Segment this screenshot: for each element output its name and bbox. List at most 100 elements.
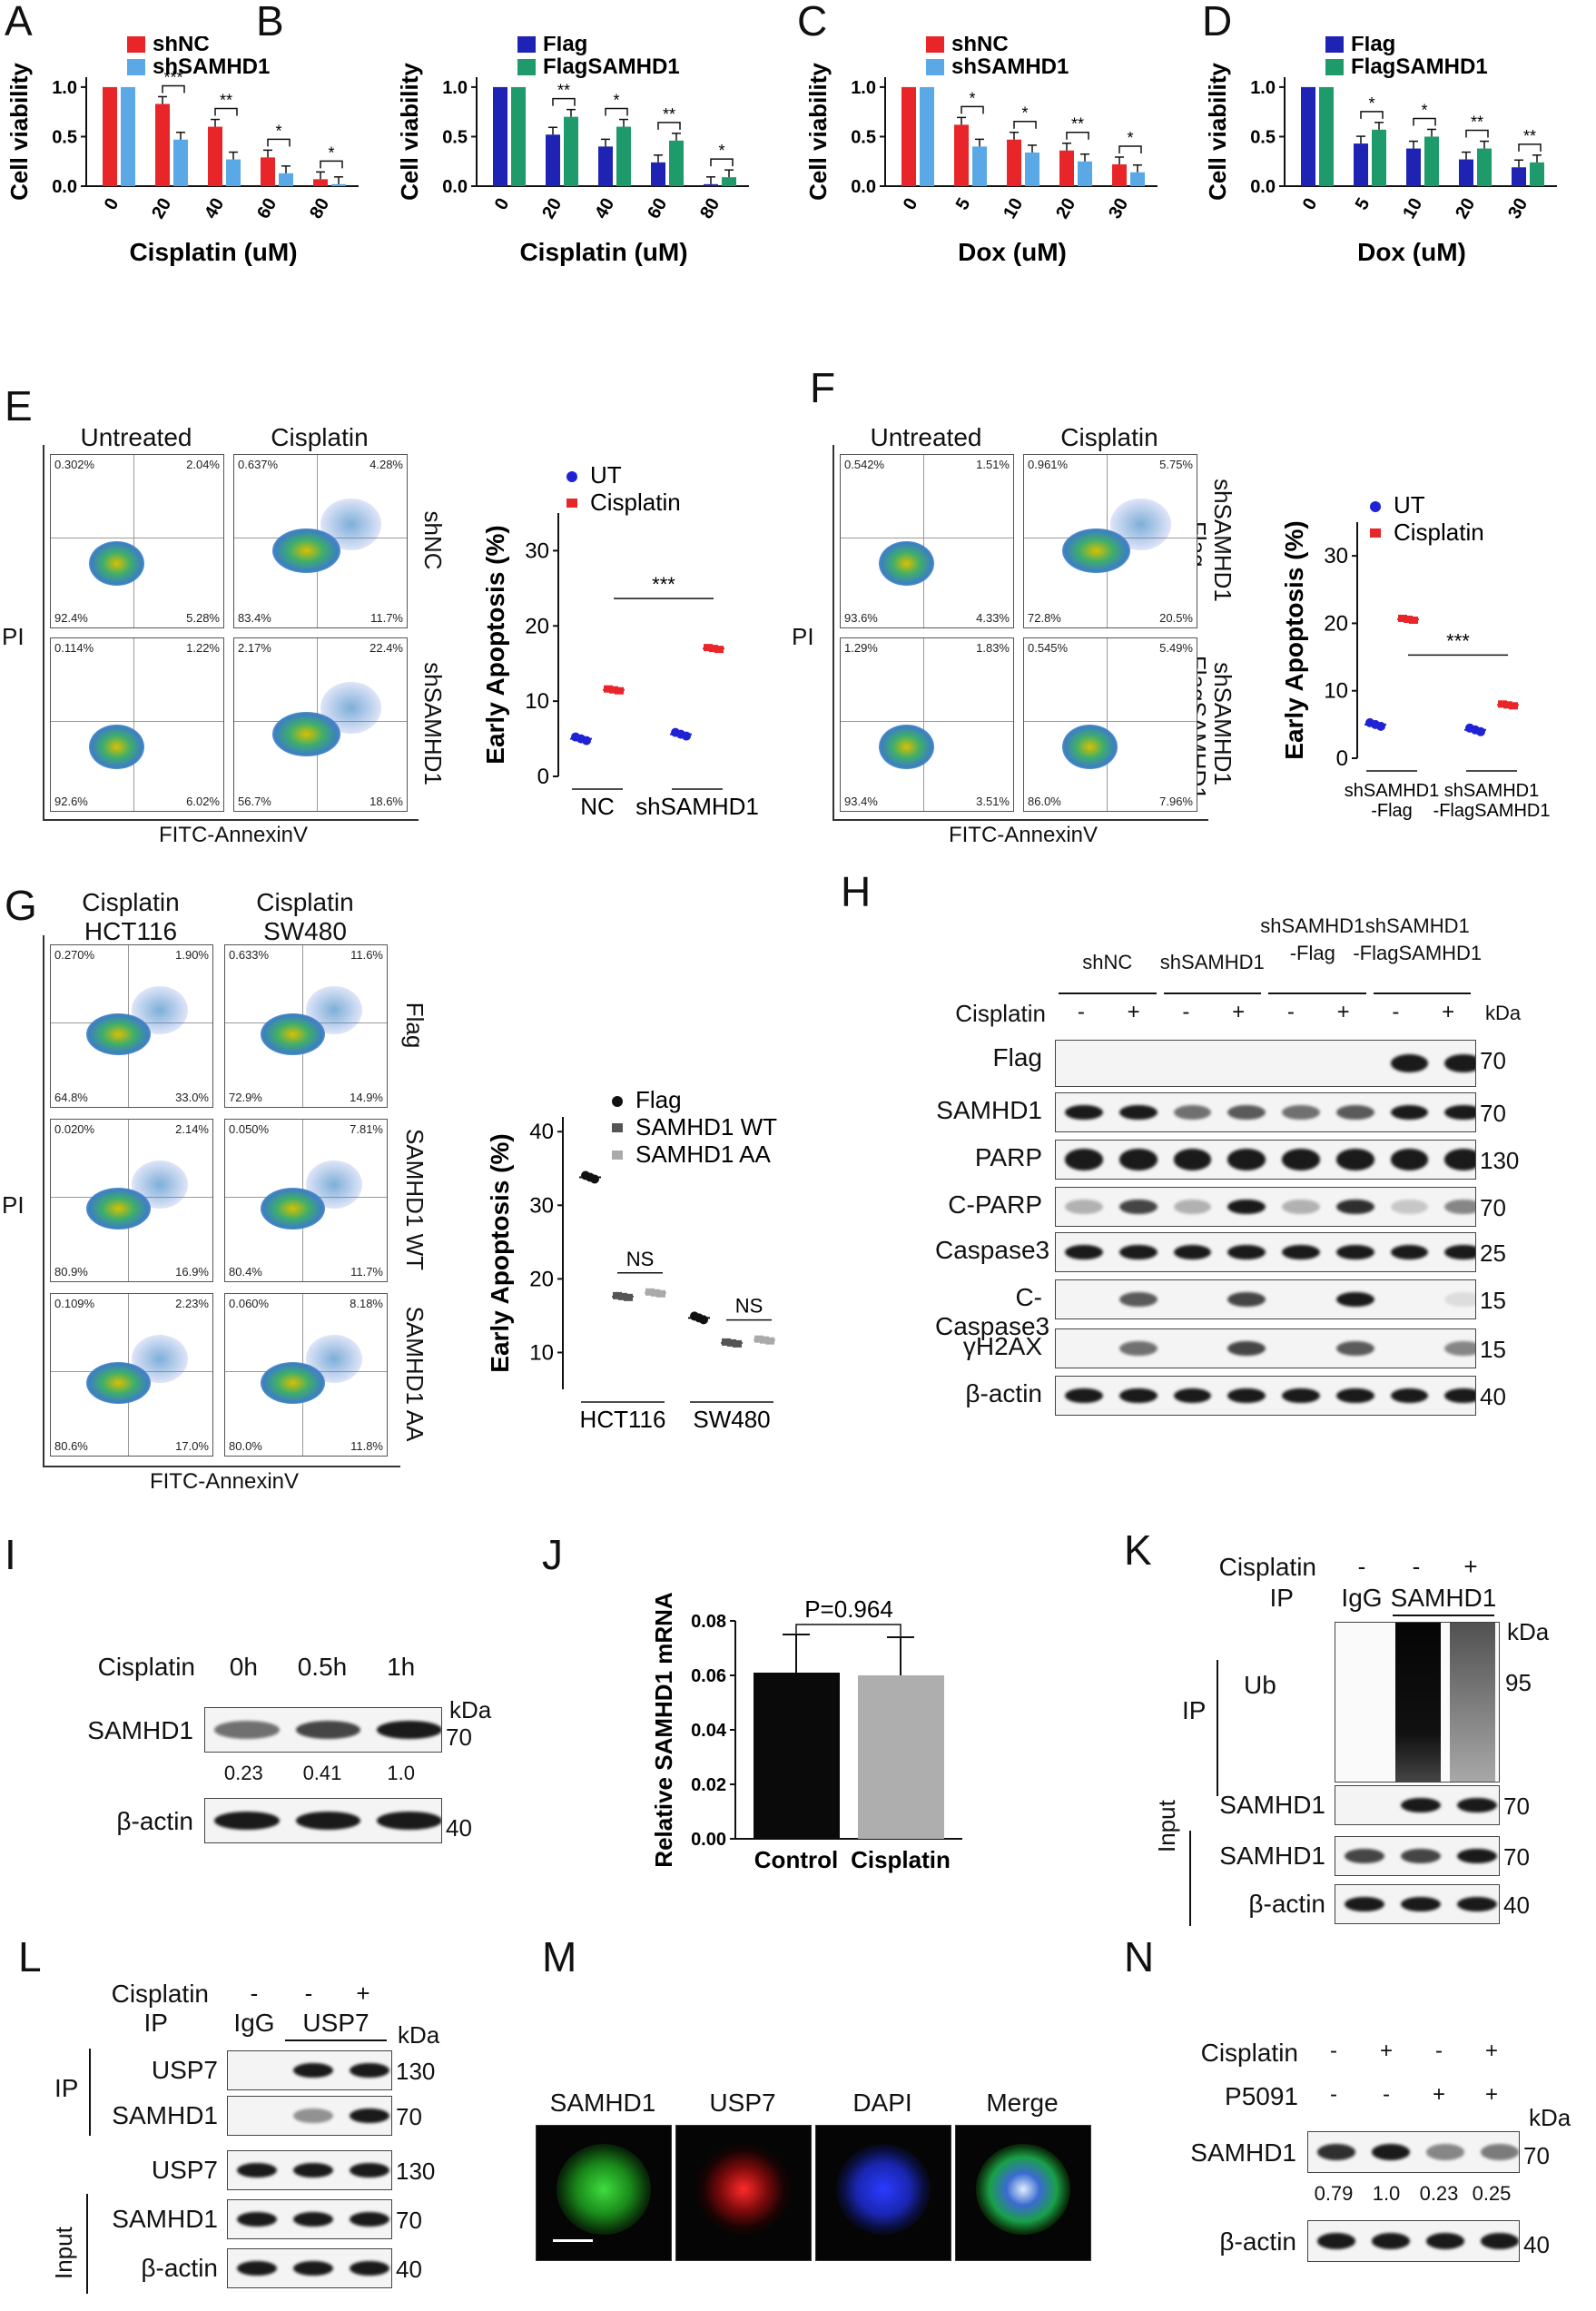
protein-band	[350, 2062, 389, 2079]
blot-strip	[1335, 1884, 1500, 1924]
data-point	[582, 736, 591, 746]
legend-marker	[566, 471, 577, 482]
cell-population	[306, 1160, 363, 1209]
x-axis-label: Dox (uM)	[958, 238, 1067, 266]
quadrant-h-line	[841, 721, 1013, 723]
group-label: shSAMHD1	[635, 793, 759, 820]
significance-mark: ***	[652, 573, 675, 596]
protein-band	[1118, 1291, 1158, 1308]
significance-mark: **	[1523, 127, 1536, 145]
treatment-sign: +	[1232, 1000, 1246, 1024]
protein-label: Caspase3	[935, 1236, 1050, 1264]
quadrant-value: 0.545%	[1028, 641, 1069, 655]
quadrant-value: 17.0%	[175, 1439, 209, 1453]
kda-label: kDa	[1507, 1618, 1550, 1645]
protein-label: PARP	[974, 1143, 1042, 1171]
quadrant-value: 2.14%	[175, 1122, 209, 1136]
flow-x-axis-label: FITC-AnnexinV	[149, 1469, 300, 1494]
y-axis-label: Early Apoptosis (%)	[1280, 520, 1308, 759]
quadrant-value: 18.6%	[369, 795, 403, 808]
protein-band	[1426, 2233, 1464, 2249]
protein-band	[237, 2260, 277, 2276]
bar	[155, 104, 170, 186]
protein-band	[1065, 1199, 1103, 1215]
protein-label: β-actin	[1219, 2227, 1296, 2256]
quadrant-value: 4.33%	[976, 611, 1010, 625]
flow-plot: 0.020% 2.14% 80.9% 16.9%	[50, 1119, 213, 1282]
quadrant-value: 6.02%	[186, 795, 220, 808]
y-axis-label: Early Apoptosis (%)	[481, 525, 509, 764]
band-quantification: 0.23	[1419, 2182, 1459, 2205]
flow-x-axis-label: FITC-AnnexinV	[948, 823, 1098, 847]
bar	[598, 146, 613, 186]
lane-group-label: shSAMHD1 -Flag	[1260, 914, 1365, 964]
treatment-sign: -	[304, 1980, 313, 2007]
protein-band	[1444, 1054, 1475, 1072]
flow-x-axis	[832, 819, 1208, 821]
quadrant-value: 80.6%	[54, 1439, 88, 1453]
protein-band	[1118, 1244, 1158, 1260]
cell-population	[306, 985, 363, 1034]
y-tick-label: 0.04	[691, 1721, 727, 1741]
y-tick-label: 0.5	[1250, 127, 1276, 147]
quadrant-value: 14.9%	[350, 1091, 383, 1104]
flow-plot: 0.270% 1.90% 64.8% 33.0%	[50, 944, 213, 1108]
protein-band	[293, 2260, 333, 2276]
flow-column-label: Cisplatin HCT116	[82, 888, 180, 945]
x-tick-label: 0	[1299, 195, 1322, 214]
protein-band	[293, 2108, 333, 2124]
kda-label: kDa	[1529, 2104, 1571, 2131]
bar	[1007, 139, 1021, 186]
legend-swatch	[926, 36, 944, 53]
protein-label: β-actin	[965, 1379, 1042, 1407]
protein-band	[1065, 1104, 1103, 1121]
cell-signal	[696, 2144, 791, 2235]
flow-column-label: Cisplatin	[271, 423, 369, 451]
protein-band	[1457, 1797, 1497, 1813]
legend-label: Flag	[1351, 36, 1395, 56]
quadrant-value: 56.7%	[238, 795, 271, 808]
quadrant-h-line	[1024, 721, 1197, 723]
significance-mark: *	[613, 92, 619, 110]
x-tick-label: 60	[253, 195, 281, 222]
y-tick-label: 0.08	[691, 1612, 726, 1632]
protein-band	[1118, 1199, 1158, 1215]
data-point	[754, 1335, 764, 1343]
quadrant-value: 33.0%	[175, 1091, 209, 1104]
quadrant-v-line	[923, 455, 925, 627]
protein-band	[1444, 1244, 1475, 1260]
panel-letter-g: G	[5, 882, 37, 929]
y-axis-label: Cell viability	[396, 63, 423, 201]
data-point	[1476, 726, 1485, 736]
x-tick-label: 60	[644, 195, 671, 222]
cell-population	[132, 1334, 189, 1383]
flow-y-axis-label: PI	[792, 623, 814, 650]
protein-band	[1390, 1388, 1429, 1404]
treatment-sign: -	[1286, 1000, 1295, 1024]
treatment-sign: +	[1127, 1000, 1140, 1024]
legend-swatch	[127, 59, 145, 75]
protein-band	[1390, 1199, 1429, 1215]
igg-label: IgG	[233, 2009, 275, 2037]
x-axis-label: Dox (uM)	[1357, 238, 1466, 266]
flow-x-axis-label: FITC-AnnexinV	[158, 823, 309, 847]
y-tick-label: 10	[1324, 679, 1348, 704]
protein-label: γH2AX	[962, 1332, 1042, 1360]
blot-strip	[227, 2096, 392, 2136]
quadrant-value: 4.28%	[369, 458, 403, 471]
protein-band	[293, 2162, 333, 2178]
protein-band	[1118, 1104, 1158, 1121]
bar	[1354, 143, 1368, 186]
flow-x-axis	[43, 1466, 400, 1467]
ub-smear	[1395, 1623, 1441, 1782]
immunofluorescence-m: SAMHD1 USP7 DAPI Merge	[536, 2089, 1117, 2288]
molecular-weight: 70	[1503, 1793, 1530, 1820]
data-point	[682, 731, 691, 741]
blot-strip	[227, 2199, 392, 2239]
protein-band	[1401, 1896, 1441, 1912]
blot-strip	[1335, 1836, 1500, 1876]
ip-target-label: USP7	[302, 2009, 369, 2037]
protein-band	[1173, 1149, 1212, 1170]
bar	[331, 183, 346, 186]
